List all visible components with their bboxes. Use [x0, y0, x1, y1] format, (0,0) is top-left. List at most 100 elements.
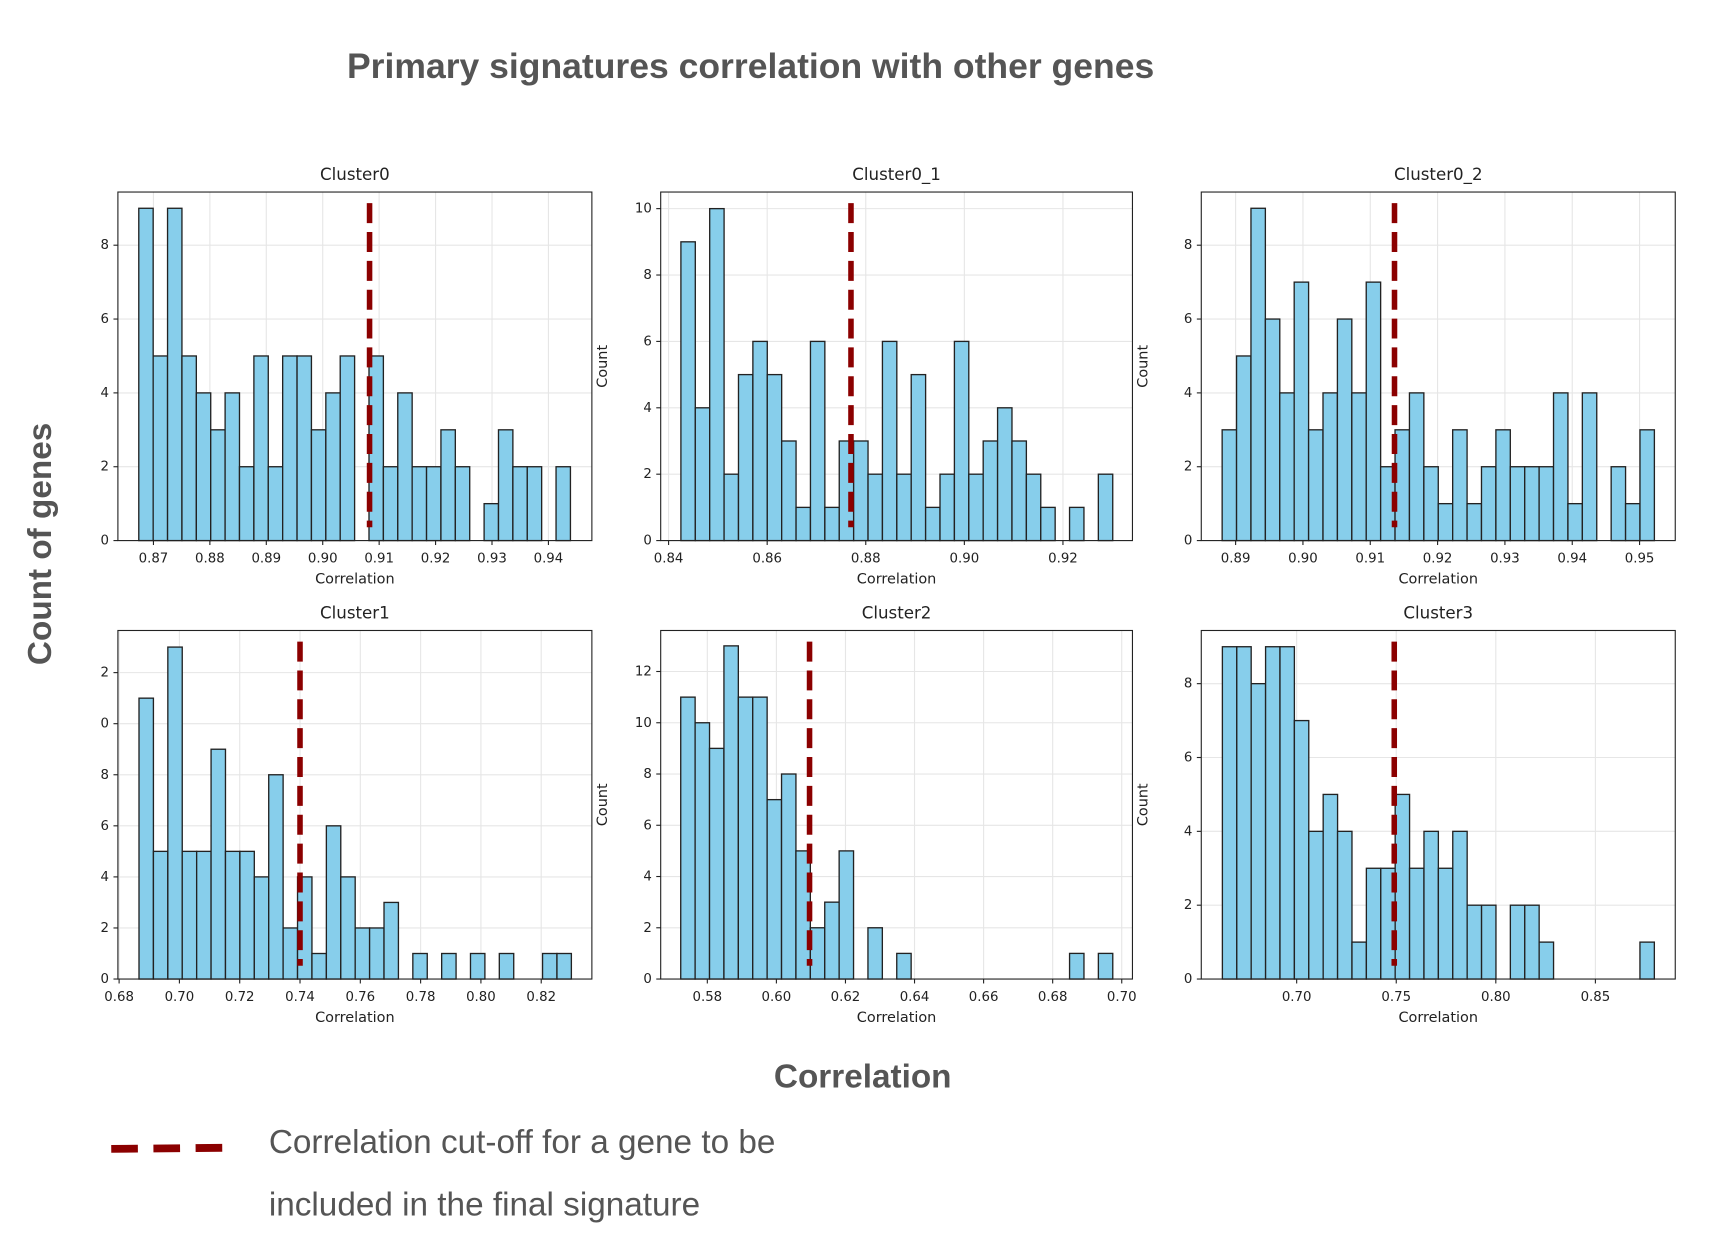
subplot-y-label: Count — [1136, 345, 1152, 388]
y-tick-label: 0 — [101, 972, 109, 987]
bar — [253, 355, 269, 542]
bar — [1480, 466, 1497, 542]
bar — [824, 506, 840, 542]
y-tick-label: 0 — [101, 534, 109, 549]
x-tick-label: 0.60 — [762, 990, 792, 1005]
bar — [1480, 904, 1497, 980]
bar — [1610, 466, 1627, 542]
bar — [1524, 466, 1540, 542]
bar — [1293, 719, 1310, 980]
bar — [1025, 473, 1042, 542]
bar — [694, 407, 711, 542]
bar — [1509, 904, 1526, 980]
plot-frame — [117, 191, 593, 542]
subplot-title: Cluster0 — [320, 165, 390, 184]
x-tick-label: 0.75 — [1381, 990, 1411, 1005]
bar — [723, 473, 740, 542]
bar — [354, 927, 371, 980]
bar — [1452, 830, 1468, 980]
bar — [1011, 440, 1028, 542]
bar — [224, 392, 241, 542]
bar — [195, 850, 212, 980]
x-tick-label: 0.78 — [406, 990, 436, 1005]
subplot-title: Cluster3 — [1403, 603, 1473, 622]
bar — [1322, 392, 1339, 542]
x-tick-label: 0.92 — [421, 551, 451, 566]
y-tick-label: 2 — [643, 921, 651, 936]
bar — [1068, 506, 1085, 542]
bar — [425, 466, 442, 542]
x-tick-label: 0.94 — [1557, 551, 1587, 566]
y-tick-label: 10 — [635, 202, 652, 217]
bar — [680, 696, 696, 980]
bar — [1509, 466, 1526, 542]
subplot-y-label: Count — [595, 345, 611, 388]
x-axis-label: Correlation — [774, 1059, 952, 1096]
x-tick-label: 0.76 — [345, 990, 375, 1005]
bar — [1365, 281, 1382, 542]
x-tick-label: 0.66 — [969, 990, 999, 1005]
y-tick-label: 0 — [643, 972, 651, 987]
x-tick-label: 0.70 — [165, 990, 195, 1005]
bar — [167, 646, 183, 980]
bar — [824, 901, 840, 980]
bar — [526, 466, 543, 542]
bar — [210, 748, 227, 980]
x-tick-label: 0.92 — [1423, 551, 1453, 566]
x-tick-label: 0.70 — [1107, 990, 1137, 1005]
bar — [1250, 682, 1267, 980]
bar — [166, 207, 183, 542]
bar — [939, 473, 956, 542]
bar — [1097, 473, 1114, 542]
x-tick-label: 0.82 — [526, 990, 556, 1005]
x-tick-label: 0.64 — [900, 990, 930, 1005]
bar — [996, 407, 1013, 542]
y-tick-label: 0 — [101, 717, 109, 732]
bar — [1394, 793, 1411, 980]
plot-frame — [660, 629, 1134, 980]
bar — [412, 952, 428, 980]
subplot-x-label: Correlation — [315, 1010, 395, 1026]
bar — [795, 506, 812, 542]
bar — [281, 355, 298, 542]
legend-swatch — [111, 1143, 228, 1153]
y-tick-label: 4 — [101, 870, 109, 885]
bar — [181, 355, 197, 542]
subplot-x-label: Correlation — [1398, 1010, 1478, 1026]
bar — [512, 466, 528, 542]
bar — [838, 850, 855, 980]
bar — [953, 340, 970, 542]
bar — [1581, 392, 1598, 542]
y-tick-label: 0 — [1184, 972, 1192, 987]
y-tick-label: 6 — [1184, 751, 1192, 766]
bar — [325, 392, 341, 542]
subplot-title: Cluster2 — [862, 603, 932, 622]
bar — [867, 927, 884, 980]
bar — [454, 466, 471, 542]
bar — [1552, 392, 1569, 542]
plot-frame — [660, 191, 1134, 542]
bar — [1538, 941, 1555, 980]
bar — [238, 466, 255, 542]
x-tick-label: 0.80 — [1481, 990, 1511, 1005]
x-tick-label: 0.86 — [752, 551, 782, 566]
bar — [1423, 466, 1439, 542]
bar — [1336, 830, 1353, 980]
y-tick-label: 8 — [101, 768, 109, 783]
x-tick-label: 0.88 — [195, 551, 225, 566]
bar — [766, 373, 783, 542]
y-tick-label: 6 — [101, 312, 109, 327]
bar — [709, 207, 725, 542]
subplot-y-label: Count — [595, 783, 611, 826]
bar — [723, 645, 739, 980]
bar — [311, 952, 328, 980]
subplot-x-label: Correlation — [857, 571, 937, 587]
subplot-x-label: Correlation — [1398, 571, 1478, 587]
bar — [181, 850, 198, 980]
y-tick-label: 8 — [1184, 238, 1192, 253]
bar — [195, 392, 212, 542]
bar — [1452, 429, 1468, 542]
x-tick-label: 0.87 — [139, 551, 169, 566]
bar — [253, 876, 270, 980]
